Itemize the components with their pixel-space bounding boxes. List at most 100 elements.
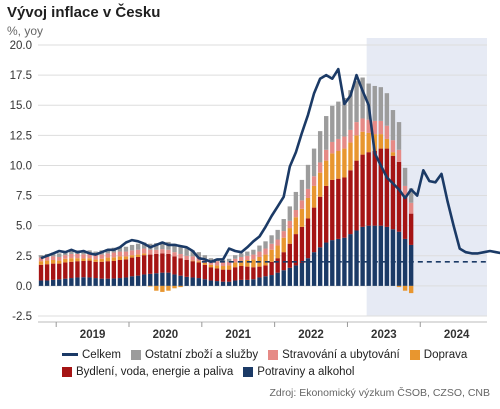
legend-swatch-other: [130, 349, 141, 360]
bar-transport: [50, 259, 56, 264]
bar-other: [263, 241, 268, 249]
legend-label-other: Ostatní zboží a služby: [144, 348, 259, 361]
bar-transport: [348, 142, 353, 171]
y-tick-label: 15.0: [10, 100, 32, 112]
bar-food: [408, 244, 414, 286]
bar-restaurants: [57, 256, 62, 261]
bar-other: [305, 164, 311, 189]
bar-food: [257, 277, 262, 286]
bar-food: [105, 278, 110, 286]
bar-transport: [220, 266, 226, 270]
bar-food: [311, 252, 317, 286]
bar-other: [154, 243, 159, 250]
bar-food: [99, 278, 104, 286]
bar-other: [172, 243, 177, 253]
bar-restaurants: [75, 253, 80, 259]
bar-food: [81, 277, 86, 286]
bar-restaurants: [299, 200, 305, 209]
bar-transport: [129, 255, 135, 258]
bar-housing: [38, 264, 44, 281]
bar-transport: [111, 257, 117, 261]
bar-restaurants: [105, 253, 110, 258]
bar-transport: [251, 259, 256, 268]
bar-other: [178, 246, 183, 254]
bar-food: [348, 234, 353, 286]
bar-other: [202, 255, 208, 259]
bar-transport: [38, 261, 44, 265]
bar-food: [287, 267, 292, 286]
bar-housing: [233, 267, 238, 281]
bar-food: [135, 275, 141, 286]
bar-restaurants: [330, 141, 335, 154]
bar-housing: [226, 269, 232, 282]
legend-label-food: Potraviny a alkohol: [257, 365, 355, 378]
bar-restaurants: [354, 122, 359, 136]
bar-food: [396, 231, 402, 286]
bar-food: [148, 273, 153, 286]
bar-transport: [178, 285, 183, 288]
y-tick-label: 7.5: [16, 191, 32, 203]
bar-restaurants: [336, 138, 341, 151]
bar-other: [408, 188, 414, 203]
bar-other: [105, 249, 110, 254]
bar-food: [360, 226, 365, 286]
bars: [38, 77, 414, 294]
x-tick-label: 2021: [225, 329, 251, 341]
bar-transport: [208, 264, 214, 268]
bar-transport: [390, 152, 396, 156]
bar-housing: [372, 150, 377, 226]
source-note: Zdroj: Ekonomický výzkum ČSOB, CZSO, CNB: [269, 387, 490, 399]
bar-transport: [196, 261, 201, 263]
bar-restaurants: [317, 162, 323, 173]
legend-label-housing: Bydlení, voda, energie a paliva: [76, 365, 234, 378]
legend-label-transport: Doprava: [423, 348, 468, 361]
bar-transport: [372, 134, 377, 151]
bar-housing: [251, 267, 256, 280]
bar-transport: [305, 197, 311, 219]
bar-housing: [336, 178, 341, 239]
bar-transport: [299, 208, 305, 227]
bar-housing: [117, 259, 123, 279]
bar-other: [245, 251, 250, 256]
bar-food: [245, 279, 250, 286]
bar-food: [214, 281, 220, 286]
bar-restaurants: [360, 118, 365, 132]
bar-housing: [123, 259, 129, 278]
y-tick-label: 5.0: [16, 221, 32, 233]
bar-restaurants: [269, 243, 274, 250]
bar-restaurants: [93, 255, 98, 260]
bar-restaurants: [214, 261, 220, 266]
bar-food: [111, 278, 117, 286]
bar-transport: [166, 285, 171, 291]
bar-food: [293, 265, 299, 286]
bar-transport: [396, 285, 402, 288]
bar-housing: [111, 260, 117, 279]
x-tick-label: 2022: [298, 329, 324, 341]
bar-transport: [44, 260, 50, 265]
bar-housing: [57, 263, 62, 280]
bar-transport: [317, 172, 323, 197]
legend-label-total: Celkem: [82, 348, 121, 361]
bar-restaurants: [129, 250, 135, 256]
bar-housing: [50, 263, 56, 280]
bar-other: [184, 248, 189, 256]
bar-transport: [87, 258, 92, 261]
bar-restaurants: [275, 239, 280, 246]
legend-item-other: Ostatní zboží a služby: [130, 348, 259, 361]
legend-row-2: Bydlení, voda, energie a paliva Potravin…: [62, 363, 492, 380]
bar-transport: [93, 259, 98, 262]
bar-transport: [160, 285, 165, 292]
bar-other: [336, 101, 341, 139]
bar-food: [251, 279, 256, 286]
bar-housing: [317, 196, 323, 248]
bar-other: [160, 241, 165, 250]
bar-other: [342, 97, 347, 137]
bar-transport: [263, 254, 268, 266]
bar-food: [202, 279, 208, 286]
y-tick-label: 17.5: [10, 70, 32, 82]
legend-item-housing: Bydlení, voda, energie a paliva: [62, 366, 233, 378]
bar-housing: [257, 266, 262, 278]
bar-other: [196, 252, 201, 257]
bar-transport: [293, 217, 299, 235]
bar-food: [123, 277, 129, 286]
